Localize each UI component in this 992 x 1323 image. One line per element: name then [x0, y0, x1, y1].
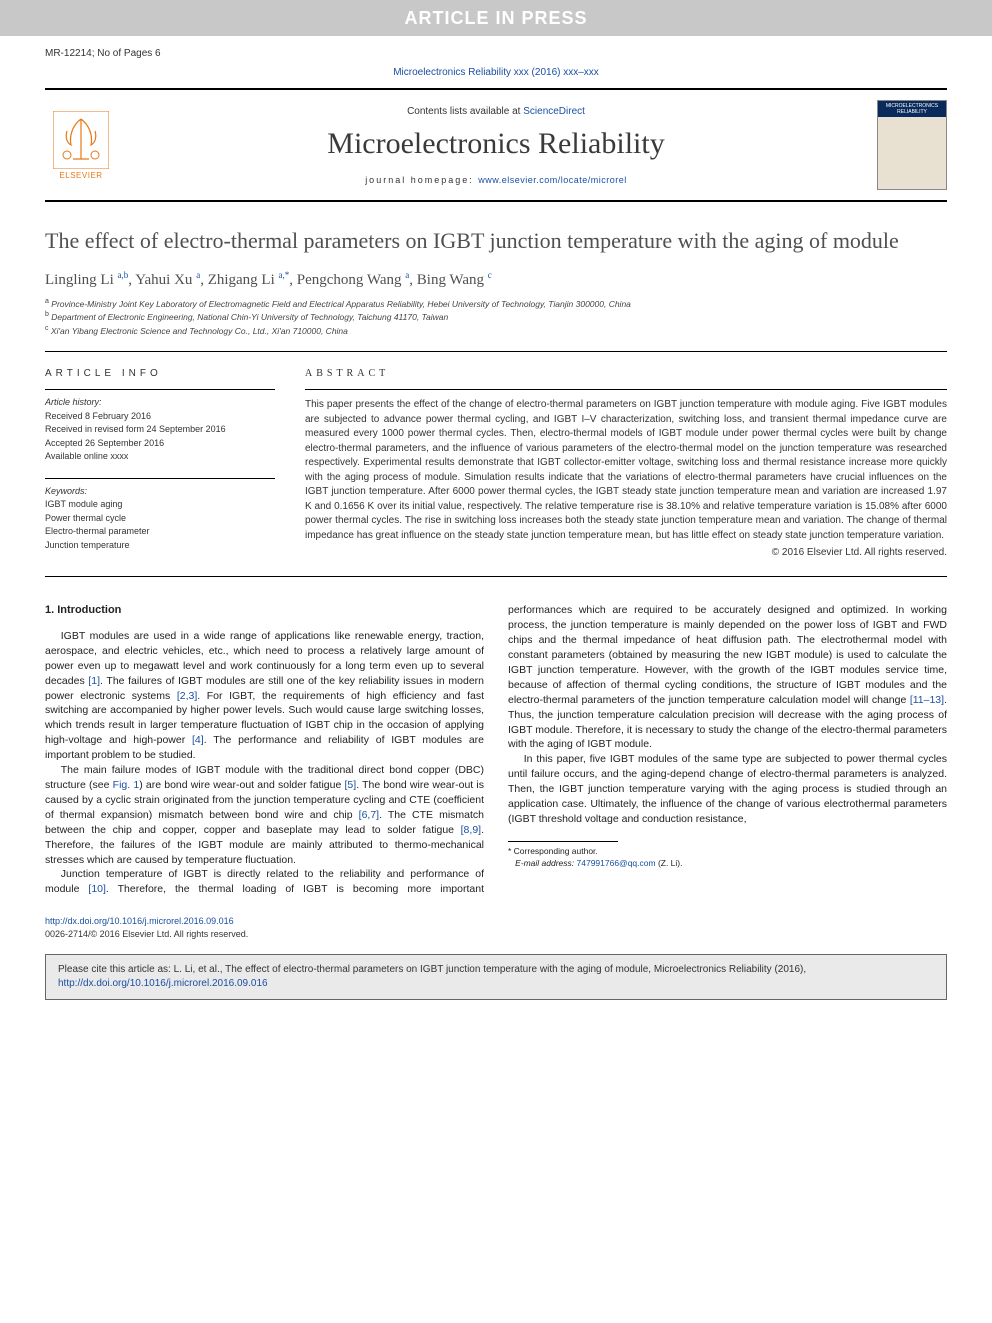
history-accepted: Accepted 26 September 2016	[45, 437, 275, 451]
banner-text: ARTICLE IN PRESS	[404, 8, 587, 29]
affiliation-b: b Department of Electronic Engineering, …	[45, 310, 947, 324]
corr-email-link[interactable]: 747991766@qq.com	[577, 858, 656, 868]
cite-2-3[interactable]: [2,3]	[177, 690, 197, 702]
abstract-column: abstract This paper presents the effect …	[305, 368, 947, 558]
please-cite-box: Please cite this article as: L. Li, et a…	[45, 954, 947, 1000]
intro-p4: In this paper, five IGBT modules of the …	[508, 752, 947, 827]
masthead: ELSEVIER Contents lists available at Sci…	[45, 88, 947, 202]
manuscript-ref: MR-12214; No of Pages 6	[45, 48, 947, 59]
cite-6-7[interactable]: [6,7]	[359, 809, 379, 821]
intro-p2: The main failure modes of IGBT module wi…	[45, 763, 484, 867]
corr-label: * Corresponding author.	[508, 846, 947, 858]
cite-8-9[interactable]: [8,9]	[461, 824, 481, 836]
keyword-4: Junction temperature	[45, 539, 275, 553]
keyword-2: Power thermal cycle	[45, 512, 275, 526]
abstract-label: abstract	[305, 368, 947, 379]
body-columns: 1. Introduction IGBT modules are used in…	[45, 603, 947, 897]
page-content: MR-12214; No of Pages 6 Microelectronics…	[0, 0, 992, 940]
intro-p1: IGBT modules are used in a wide range of…	[45, 629, 484, 763]
keywords-block: Keywords: IGBT module aging Power therma…	[45, 478, 275, 553]
cite-doi-link[interactable]: http://dx.doi.org/10.1016/j.microrel.201…	[58, 978, 268, 989]
history-label: Article history:	[45, 396, 275, 410]
elsevier-wordmark: ELSEVIER	[59, 171, 102, 180]
top-citation-link[interactable]: Microelectronics Reliability xxx (2016) …	[393, 67, 599, 78]
history-online: Available online xxxx	[45, 450, 275, 464]
contents-line: Contents lists available at ScienceDirec…	[135, 106, 857, 117]
journal-name: Microelectronics Reliability	[135, 127, 857, 161]
masthead-center: Contents lists available at ScienceDirec…	[135, 106, 857, 185]
keywords-label: Keywords:	[45, 485, 275, 499]
authors-line: Lingling Li a,b, Yahui Xu a, Zhigang Li …	[45, 270, 947, 289]
journal-homepage-link[interactable]: www.elsevier.com/locate/microrel	[478, 175, 627, 185]
cite-10[interactable]: [10]	[88, 883, 106, 895]
doi-block: http://dx.doi.org/10.1016/j.microrel.201…	[45, 915, 947, 940]
intro-heading: 1. Introduction	[45, 603, 484, 619]
corresponding-author-note: * Corresponding author. E-mail address: …	[508, 846, 947, 870]
info-abstract-row: article info Article history: Received 8…	[45, 351, 947, 558]
affiliations: a Province-Ministry Joint Key Laboratory…	[45, 297, 947, 338]
abstract-copyright: © 2016 Elsevier Ltd. All rights reserved…	[305, 547, 947, 558]
journal-homepage: journal homepage: www.elsevier.com/locat…	[135, 175, 857, 185]
cite-5[interactable]: [5]	[345, 779, 357, 791]
top-citation: Microelectronics Reliability xxx (2016) …	[45, 67, 947, 78]
article-history: Article history: Received 8 February 201…	[45, 389, 275, 464]
abstract-text: This paper presents the effect of the ch…	[305, 389, 947, 543]
affiliation-c: c Xi'an Yibang Electronic Science and Te…	[45, 324, 947, 338]
article-title: The effect of electro-thermal parameters…	[45, 227, 947, 256]
cite-4[interactable]: [4]	[192, 734, 204, 746]
cite-11-13[interactable]: [11–13]	[910, 694, 944, 706]
elsevier-tree-icon	[53, 111, 109, 169]
article-info-column: article info Article history: Received 8…	[45, 368, 275, 558]
keyword-3: Electro-thermal parameter	[45, 525, 275, 539]
footnote-separator	[508, 841, 618, 842]
cite-1[interactable]: [1]	[88, 675, 100, 687]
elsevier-logo: ELSEVIER	[45, 105, 117, 185]
history-revised: Received in revised form 24 September 20…	[45, 423, 275, 437]
cite-text: Please cite this article as: L. Li, et a…	[58, 964, 806, 975]
affiliation-a: a Province-Ministry Joint Key Laboratory…	[45, 297, 947, 311]
in-press-banner: ARTICLE IN PRESS	[0, 0, 992, 36]
journal-cover-thumb: MICROELECTRONICS RELIABILITY	[877, 100, 947, 190]
footnote-block: * Corresponding author. E-mail address: …	[508, 841, 947, 870]
sciencedirect-link[interactable]: ScienceDirect	[523, 106, 585, 117]
section-divider	[45, 576, 947, 577]
fig-1-link[interactable]: Fig. 1	[113, 779, 140, 791]
history-received: Received 8 February 2016	[45, 410, 275, 424]
corr-email-line: E-mail address: 747991766@qq.com (Z. Li)…	[508, 858, 947, 870]
doi-copyright-line: 0026-2714/© 2016 Elsevier Ltd. All right…	[45, 929, 248, 939]
article-info-label: article info	[45, 368, 275, 379]
doi-link[interactable]: http://dx.doi.org/10.1016/j.microrel.201…	[45, 916, 234, 926]
keyword-1: IGBT module aging	[45, 498, 275, 512]
